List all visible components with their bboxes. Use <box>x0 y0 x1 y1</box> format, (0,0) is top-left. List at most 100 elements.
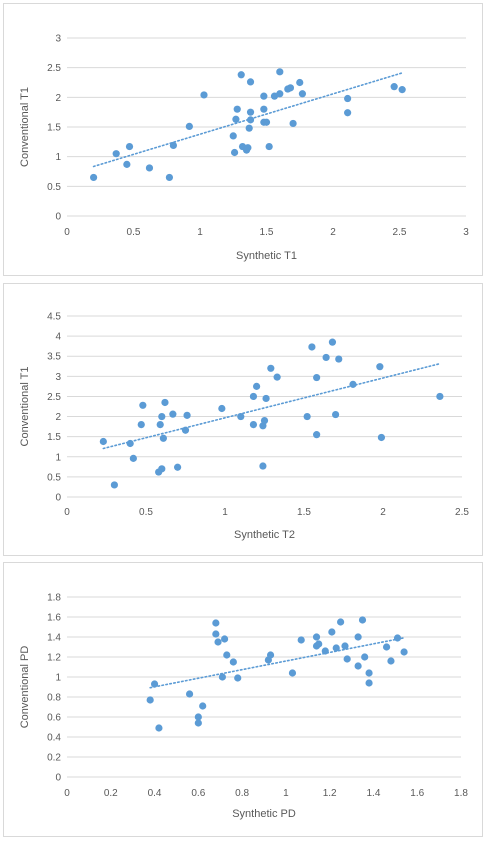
data-point <box>315 640 323 648</box>
trendline <box>149 637 405 689</box>
data-point <box>265 142 273 151</box>
y-tick-label: 2 <box>55 412 61 423</box>
y-tick-label: 1.5 <box>47 432 61 443</box>
data-point <box>165 173 174 182</box>
scatter-chart-t1-vs-synthetic-t1: 0 0.5 1 1.5 2 2.5 3 0 0.5 1 1.5 2 2.5 3 Synthetic T1 Co… <box>3 3 483 276</box>
data-point <box>155 724 163 732</box>
x-tick-label: 1.4 <box>366 788 380 799</box>
y-tick-label: 3.5 <box>47 352 61 363</box>
data-point <box>183 411 191 419</box>
data-point <box>249 421 258 429</box>
x-tick-label: 1.5 <box>260 227 274 238</box>
x-axis-label: Synthetic T1 <box>236 250 297 262</box>
x-tick-label: 0.8 <box>235 788 249 799</box>
y-tick-label: 2 <box>55 93 61 104</box>
data-point <box>158 465 166 473</box>
y-tick-label: 0.8 <box>47 693 61 704</box>
chart-canvas: 0 0.2 0.4 0.6 0.8 1 1.2 1.4 1.6 1.8 0 0.2 0.4 0.6 0.8 1… <box>19 593 468 821</box>
data-point <box>303 412 311 421</box>
data-point <box>289 119 297 128</box>
data-point <box>214 638 222 646</box>
y-tick-label: 3 <box>55 372 61 383</box>
y-tick-label: 2.5 <box>47 63 61 74</box>
data-point <box>212 619 220 627</box>
y-tick-label: 0 <box>55 212 61 223</box>
data-point <box>233 105 241 113</box>
x-tick-label: 0 <box>64 507 70 518</box>
data-point <box>129 454 137 462</box>
data-point <box>273 373 281 381</box>
y-tick-label: 3 <box>55 34 61 45</box>
data-point <box>260 416 269 425</box>
data-point <box>185 122 193 131</box>
data-point <box>344 94 352 103</box>
data-point <box>262 118 271 126</box>
data-point <box>260 92 268 100</box>
data-point <box>296 78 304 87</box>
data-point <box>110 481 118 489</box>
data-point <box>297 636 305 644</box>
data-point <box>259 462 267 470</box>
data-point <box>112 150 120 158</box>
data-point <box>436 392 444 401</box>
data-point <box>194 713 202 721</box>
y-tick-label: 0.4 <box>47 733 61 744</box>
data-point <box>298 90 307 98</box>
y-tick-label: 1 <box>55 152 61 163</box>
data-point <box>335 355 343 363</box>
y-tick-label: 1.8 <box>47 593 61 604</box>
data-point <box>332 644 340 652</box>
data-point <box>229 658 237 666</box>
data-point <box>185 690 194 698</box>
data-point <box>249 392 258 401</box>
data-point <box>288 669 297 677</box>
data-point <box>234 674 242 682</box>
data-point <box>246 78 255 86</box>
scatter-chart-t1-vs-synthetic-t2: 0 0.5 1 1.5 2 2.5 3 3.5 4 4.5 0 0.5 1 1.5 2 2.5 Syntheti… <box>3 283 483 556</box>
x-tick-label: 1.6 <box>410 788 424 799</box>
data-point <box>393 634 402 642</box>
data-point <box>382 643 391 651</box>
x-tick-label: 2 <box>330 227 336 238</box>
x-tick-label: 0.5 <box>127 227 141 238</box>
data-point <box>398 86 406 94</box>
data-point <box>321 647 329 655</box>
data-point <box>139 401 147 409</box>
x-tick-label: 1 <box>222 507 228 518</box>
scatter-chart-pd-vs-synthetic-pd: 0 0.2 0.4 0.6 0.8 1 1.2 1.4 1.6 1.8 0 0.2 0.4 0.6 0.8 1… <box>3 562 483 837</box>
data-point <box>230 148 239 157</box>
data-point <box>244 144 252 152</box>
x-tick-label: 0 <box>64 227 70 238</box>
data-point <box>169 410 177 418</box>
data-point <box>223 651 231 659</box>
x-tick-label: 0.6 <box>191 788 205 799</box>
data-point <box>161 398 169 407</box>
data-point <box>150 680 159 688</box>
y-tick-label: 1.5 <box>47 123 61 134</box>
y-tick-label: 4 <box>55 332 61 343</box>
data-point <box>332 410 340 419</box>
data-point <box>341 642 349 650</box>
data-point <box>158 412 166 421</box>
data-point <box>123 160 131 168</box>
data-point <box>174 463 182 471</box>
x-axis-label: Synthetic T2 <box>234 529 295 541</box>
data-point <box>156 421 164 429</box>
data-point <box>337 618 345 626</box>
trendline <box>102 362 441 450</box>
data-point <box>137 421 145 429</box>
y-tick-label: 1.6 <box>47 613 61 624</box>
data-point <box>181 426 190 434</box>
y-tick-label: 4.5 <box>47 312 61 323</box>
data-point <box>312 633 321 641</box>
data-point <box>328 628 336 636</box>
data-point <box>169 141 177 149</box>
data-point <box>159 434 167 442</box>
y-tick-label: 2.5 <box>47 392 61 403</box>
y-tick-label: 0 <box>55 773 61 784</box>
x-tick-label: 1.2 <box>323 788 337 799</box>
data-point <box>328 338 337 346</box>
y-axis-label: Conventional T1 <box>19 367 31 447</box>
x-tick-label: 1.5 <box>297 507 311 518</box>
data-point <box>313 373 321 382</box>
